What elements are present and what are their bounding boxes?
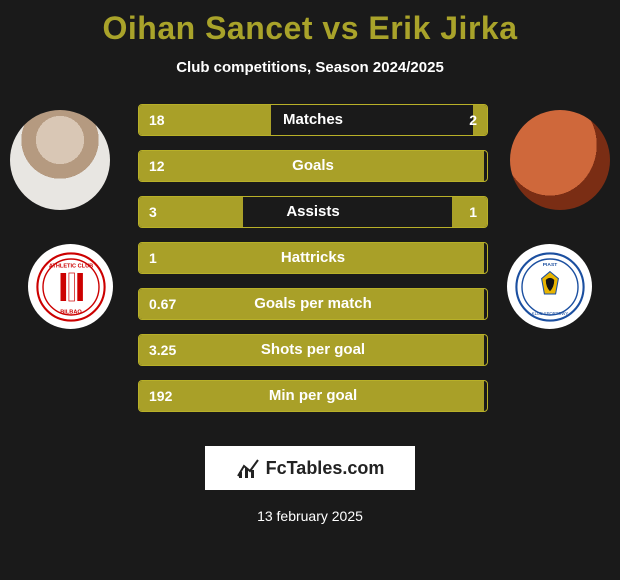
stat-label: Hattricks [139,243,487,273]
comparison-panel: ATHLETIC CLUB BILBAO PIAST KLUB SPORTOWY… [0,104,620,434]
footer-date: 13 february 2025 [0,508,620,524]
brand-badge: FcTables.com [205,446,415,490]
piast-icon: PIAST KLUB SPORTOWY [515,252,585,322]
stat-label: Matches [139,105,487,135]
subtitle: Club competitions, Season 2024/2025 [0,59,620,76]
stat-row: 31Assists [138,196,488,228]
svg-text:BILBAO: BILBAO [60,309,82,315]
player-left-avatar [10,110,110,210]
stat-row: 3.25Shots per goal [138,334,488,366]
stat-label: Goals per match [139,289,487,319]
stat-row: 1Hattricks [138,242,488,274]
fctables-icon [236,456,260,480]
club-left-badge: ATHLETIC CLUB BILBAO [28,244,113,329]
stat-label: Shots per goal [139,335,487,365]
club-right-badge: PIAST KLUB SPORTOWY [507,244,592,329]
player-right-avatar [510,110,610,210]
brand-label: FcTables.com [266,458,385,479]
stat-label: Goals [139,151,487,181]
stat-row: 182Matches [138,104,488,136]
svg-text:ATHLETIC CLUB: ATHLETIC CLUB [48,263,92,269]
stat-label: Assists [139,197,487,227]
svg-text:KLUB SPORTOWY: KLUB SPORTOWY [531,311,568,316]
athletic-club-icon: ATHLETIC CLUB BILBAO [36,252,106,322]
page-title: Oihan Sancet vs Erik Jirka [0,0,620,47]
stat-bars: 182Matches 12Goals 31Assists 1Hattricks 0.67… [138,104,488,426]
stat-row: 0.67Goals per match [138,288,488,320]
svg-text:PIAST: PIAST [542,262,556,268]
stat-row: 12Goals [138,150,488,182]
stat-label: Min per goal [139,381,487,411]
stat-row: 192Min per goal [138,380,488,412]
